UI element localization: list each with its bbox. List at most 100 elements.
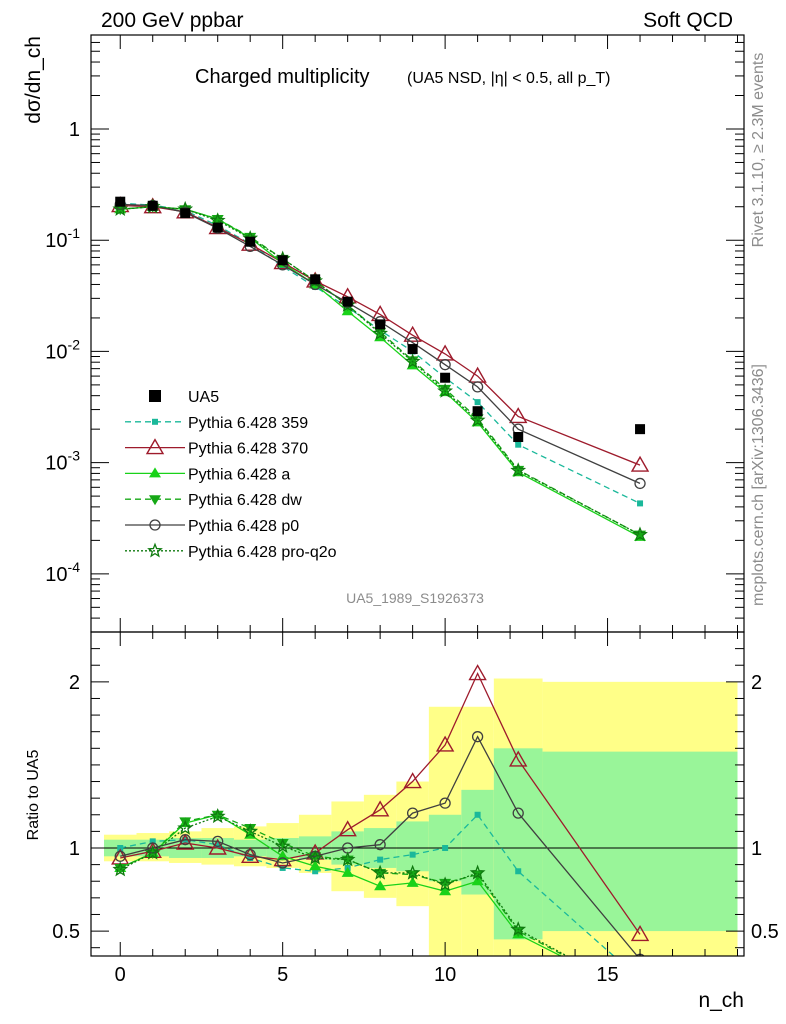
ratio-point: [515, 868, 522, 875]
ratio-point: [406, 876, 419, 887]
legend-label: Pythia 6.428 p0: [188, 518, 299, 535]
data-point: [513, 432, 524, 443]
series-point: [509, 407, 528, 424]
legend-item: UA5: [149, 389, 219, 406]
ratio-series-line: [119, 814, 567, 956]
legend-marker: [149, 495, 161, 506]
series-line: [120, 206, 641, 538]
y-tick-label: 10-1: [45, 225, 80, 252]
ratio-point: [112, 861, 129, 877]
ratio-point: [474, 811, 481, 818]
data-point: [407, 344, 418, 355]
series-point: [515, 441, 522, 448]
data-point: [245, 236, 256, 247]
legend-marker: [152, 418, 158, 425]
ratio-point: [637, 976, 643, 982]
ratio-point: [469, 864, 486, 880]
ratio-point: [442, 845, 449, 851]
series-point: [637, 500, 644, 507]
main-plot: [111, 196, 650, 542]
ratio-point: [214, 841, 221, 848]
data-point: [472, 406, 483, 417]
data-point: [635, 424, 646, 435]
ratio-point: [439, 797, 451, 809]
ratio-point: [403, 772, 422, 789]
data-point: [277, 255, 288, 266]
ratio-point: [117, 845, 124, 851]
series-line: [120, 206, 641, 536]
y-tick-label: 10-2: [45, 336, 80, 363]
series-point: [471, 381, 484, 393]
ratio-point: [209, 808, 226, 824]
ratio-point: [212, 835, 224, 848]
series-point: [634, 530, 647, 541]
ratio-point: [370, 800, 390, 817]
axes: 0 5 10 15 10-4 10-3 10-2 10-1 1 0.5 0.5 1 1 2 2: [45, 34, 779, 986]
series-point: [372, 325, 389, 341]
ratio-point: [341, 866, 354, 877]
ratio-point: [406, 807, 419, 819]
ratio-point: [510, 921, 527, 937]
ratio-frame: [90, 631, 745, 957]
rivet-label: Rivet 3.1.10, ≥ 2.3M events: [750, 53, 767, 248]
legend: UA5 Pythia 6.428 359 Pythia 6.428 370 Pythi…: [125, 389, 337, 561]
ratio-point: [208, 838, 227, 855]
ratio-point: [439, 878, 452, 889]
ratio-tick-label-right: 0.5: [751, 921, 779, 943]
data-point: [212, 222, 223, 233]
series-point: [632, 526, 648, 542]
data-point: [180, 208, 191, 219]
ratio-point: [242, 823, 259, 839]
ratio-point: [509, 750, 528, 767]
ratio-point: [377, 856, 384, 863]
ratio-point: [374, 880, 387, 891]
series-point: [439, 359, 451, 371]
header-right: Soft QCD: [643, 9, 733, 32]
ratio-point: [144, 844, 161, 860]
ratio-point: [244, 824, 257, 835]
y-tick-label: 1: [69, 119, 80, 141]
data-point: [375, 319, 386, 330]
series-point: [630, 455, 650, 472]
ratio-tick-label: 1: [69, 838, 80, 860]
series-point: [468, 366, 487, 383]
legend-marker: [149, 519, 161, 531]
legend-label: Pythia 6.428 dw: [188, 492, 302, 509]
header-left: 200 GeV ppbar: [101, 9, 243, 32]
y-tick-label: 10-4: [45, 559, 80, 586]
data-point: [310, 274, 321, 285]
series-line: [120, 202, 641, 504]
ratio-point: [179, 834, 191, 846]
chart-subtitle: (UA5 NSD, |η| < 0.5, all p_T): [407, 70, 611, 87]
ratio-y-axis-label: Ratio to UA5: [25, 750, 42, 841]
y-tick-label: 10-3: [45, 448, 80, 475]
ratio-point: [468, 664, 487, 681]
ratio-series-line: [119, 814, 563, 956]
x-tick-label: 10: [434, 964, 456, 986]
ratio-point: [374, 839, 386, 851]
ratio-tick-label: 2: [69, 672, 80, 694]
ratio-point: [277, 857, 289, 869]
ratio-point: [309, 860, 322, 871]
legend-item: Pythia 6.428 359: [125, 415, 308, 432]
x-tick-label: 0: [115, 964, 126, 986]
ratio-point: [276, 839, 289, 850]
series-line: [120, 206, 641, 536]
band-inner: [493, 748, 543, 940]
ratio-tick-label-right: 2: [751, 672, 762, 694]
ratio-point: [634, 989, 646, 1001]
ratio-point: [512, 807, 524, 819]
main-frame: [90, 34, 745, 633]
ratio-point: [177, 819, 194, 835]
series-point: [437, 382, 454, 398]
ratio-point: [274, 837, 291, 854]
series-point: [403, 325, 422, 342]
ratio-tick-label-right: 1: [751, 838, 762, 860]
ratio-point: [247, 854, 254, 861]
ratio-point: [307, 849, 324, 865]
ratio-point: [339, 851, 356, 867]
series-point: [211, 215, 224, 226]
ratio-point: [437, 876, 454, 892]
legend-item: Pythia 6.428 370: [125, 438, 308, 458]
